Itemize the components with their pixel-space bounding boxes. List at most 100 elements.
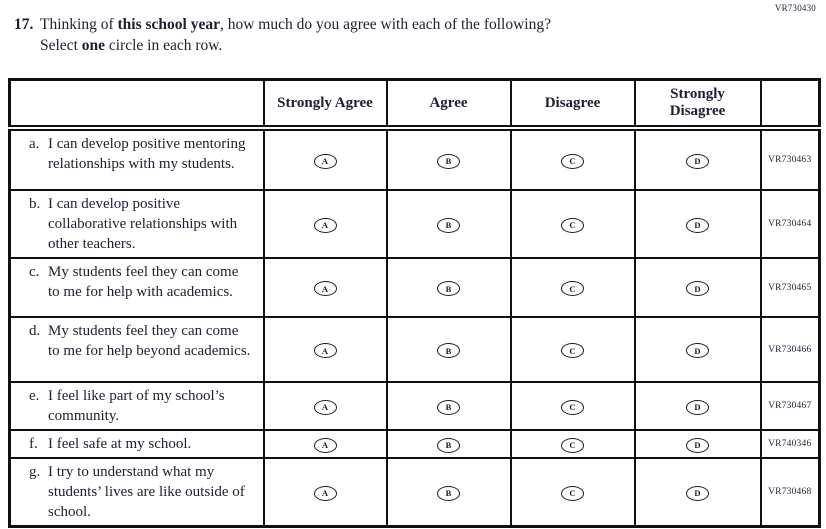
answer-cell: C: [509, 457, 636, 528]
answer-bubble-strongly-disagree[interactable]: D: [686, 153, 709, 169]
row-statement: I can develop positive mentoring relatio…: [48, 136, 246, 172]
row-statement: I try to understand what my students’ li…: [48, 464, 245, 520]
row-accession-code: VR740346: [759, 429, 821, 459]
row-accession-code: VR730466: [759, 316, 821, 383]
row-statement-cell: e. I feel like part of my school’s commun…: [8, 381, 265, 431]
answer-cell: A: [262, 381, 388, 431]
answer-cell: A: [262, 127, 388, 191]
answer-bubble-disagree[interactable]: C: [561, 217, 584, 233]
answer-bubble-agree[interactable]: B: [437, 281, 460, 297]
answer-bubble-disagree[interactable]: C: [561, 153, 584, 169]
answer-bubble-strongly-disagree[interactable]: D: [686, 217, 709, 233]
row-letter: f.: [29, 436, 38, 452]
answer-bubble-disagree[interactable]: C: [561, 399, 584, 415]
answer-bubble-disagree[interactable]: C: [561, 437, 584, 453]
row-statement: My students feel they can come to me for…: [48, 264, 239, 300]
row-statement-cell: d. My students feel they can come to me f…: [8, 316, 265, 383]
answer-bubble-disagree[interactable]: C: [561, 281, 584, 297]
table-row: e. I feel like part of my school’s commun…: [8, 381, 821, 431]
row-statement-cell: g. I try to understand what my students’ …: [8, 457, 265, 528]
answer-bubble-strongly-disagree[interactable]: D: [686, 343, 709, 359]
answer-bubble-disagree[interactable]: C: [561, 485, 584, 501]
question-line1-pre: Thinking of: [40, 16, 118, 33]
header-agree: Agree: [385, 78, 512, 131]
answer-cell: B: [385, 457, 512, 528]
header-disagree: Disagree: [509, 78, 636, 131]
row-statement-cell: f. I feel safe at my school.: [8, 429, 265, 459]
answer-cell: D: [633, 316, 762, 383]
question-number: 17.: [14, 16, 34, 33]
header-empty: [8, 78, 265, 131]
row-statement: I feel safe at my school.: [48, 436, 192, 452]
row-letter: g.: [29, 464, 41, 480]
row-statement-cell: a. I can develop positive mentoring relat…: [8, 127, 265, 191]
row-statement: I feel like part of my school’s communit…: [48, 388, 225, 424]
answer-cell: C: [509, 127, 636, 191]
answer-bubble-strongly-agree[interactable]: A: [313, 437, 337, 453]
answer-cell: C: [509, 189, 636, 259]
answer-cell: B: [385, 257, 512, 318]
answer-bubble-strongly-agree[interactable]: A: [313, 217, 337, 233]
answer-bubble-agree[interactable]: B: [437, 437, 460, 453]
answer-bubble-strongly-agree[interactable]: A: [313, 399, 337, 415]
row-accession-code: VR730468: [759, 457, 821, 528]
question-text: Thinking of this school year, how much d…: [40, 14, 551, 56]
answer-cell: C: [509, 316, 636, 383]
question-block: 17. Thinking of this school year, how mu…: [14, 14, 774, 56]
answer-cell: D: [633, 429, 762, 459]
question-line2-post: circle in each row.: [105, 37, 223, 54]
answer-bubble-agree[interactable]: B: [437, 153, 460, 169]
answer-cell: B: [385, 316, 512, 383]
answer-bubble-agree[interactable]: B: [437, 399, 460, 415]
answer-cell: B: [385, 127, 512, 191]
question-line2-pre: Select: [40, 37, 82, 54]
row-letter: b.: [29, 196, 41, 212]
answer-bubble-strongly-agree[interactable]: A: [313, 153, 337, 169]
answer-bubble-strongly-disagree[interactable]: D: [686, 281, 709, 297]
row-letter: a.: [29, 136, 40, 152]
answer-cell: D: [633, 189, 762, 259]
header-code-column: [759, 78, 821, 131]
answer-cell: A: [262, 189, 388, 259]
row-statement: My students feel they can come to me for…: [48, 323, 251, 359]
answer-cell: B: [385, 189, 512, 259]
answer-cell: A: [262, 257, 388, 318]
answer-bubble-strongly-disagree[interactable]: D: [686, 485, 709, 501]
question-line1-bold: this school year: [117, 16, 220, 33]
row-statement: I can develop positive collaborative rel…: [48, 196, 238, 252]
row-letter: c.: [29, 264, 40, 280]
header-strongly-agree: Strongly Agree: [262, 78, 388, 131]
answer-bubble-strongly-agree[interactable]: A: [313, 485, 337, 501]
table-row: c. My students feel they can come to me f…: [8, 257, 821, 318]
answer-cell: C: [509, 429, 636, 459]
answer-cell: C: [509, 257, 636, 318]
header-row: Strongly Agree Agree Disagree Strongly D…: [8, 78, 821, 131]
answer-bubble-disagree[interactable]: C: [561, 343, 584, 359]
agreement-matrix-table: Strongly Agree Agree Disagree Strongly D…: [8, 78, 821, 528]
page-accession-code: VR730430: [774, 3, 816, 13]
answer-bubble-strongly-disagree[interactable]: D: [686, 437, 709, 453]
answer-bubble-agree[interactable]: B: [437, 217, 460, 233]
row-letter: e.: [29, 388, 40, 404]
answer-bubble-strongly-agree[interactable]: A: [313, 281, 337, 297]
table-row: f. I feel safe at my school. A B C D VR74…: [8, 429, 821, 459]
table-row: b. I can develop positive collaborative r…: [8, 189, 821, 259]
row-letter: d.: [29, 323, 41, 339]
answer-bubble-agree[interactable]: B: [437, 485, 460, 501]
answer-cell: A: [262, 316, 388, 383]
row-statement-cell: b. I can develop positive collaborative r…: [8, 189, 265, 259]
answer-bubble-strongly-disagree[interactable]: D: [686, 399, 709, 415]
answer-cell: A: [262, 429, 388, 459]
answer-bubble-agree[interactable]: B: [437, 343, 460, 359]
row-accession-code: VR730465: [759, 257, 821, 318]
table-row: d. My students feel they can come to me f…: [8, 316, 821, 383]
table-row: a. I can develop positive mentoring relat…: [8, 127, 821, 191]
answer-bubble-strongly-agree[interactable]: A: [313, 343, 337, 359]
answer-cell: D: [633, 457, 762, 528]
row-accession-code: VR730463: [759, 127, 821, 191]
table-row: g. I try to understand what my students’ …: [8, 457, 821, 528]
answer-cell: D: [633, 257, 762, 318]
question-line1-post: , how much do you agree with each of the…: [219, 16, 551, 33]
row-accession-code: VR730467: [759, 381, 821, 431]
